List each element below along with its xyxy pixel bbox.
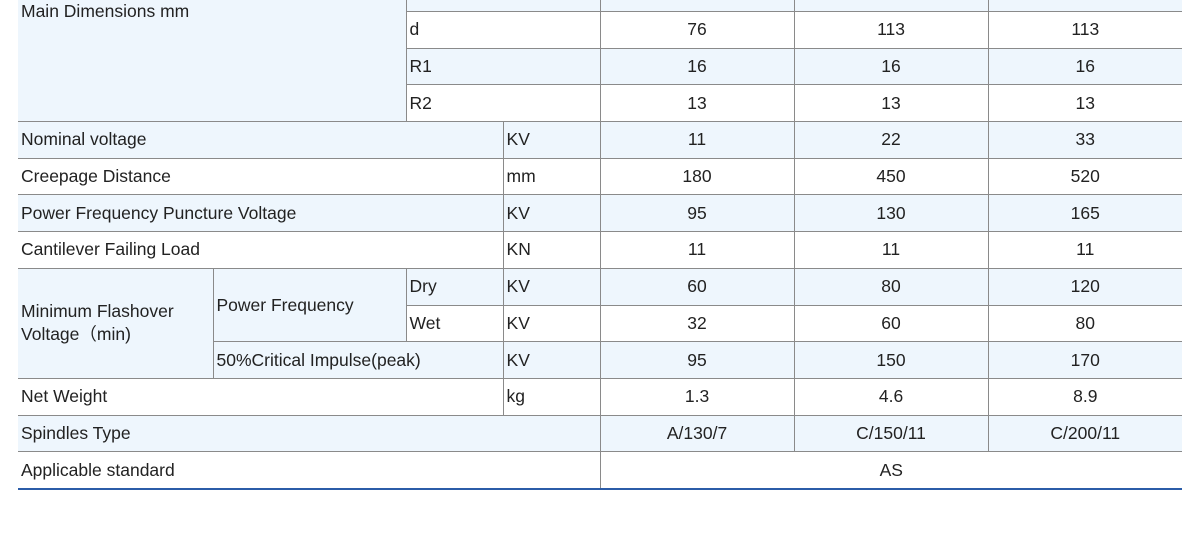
table-row: Net Weight kg 1.3 4.6 8.9 (18, 377, 1183, 416)
table-row: 50%Critical Impulse(peak) KV 95 150 170 (18, 341, 1183, 379)
table-row: Main Dimensions mm (18, 0, 1183, 123)
cell: 11 (987, 231, 1183, 269)
cell: 130 (793, 194, 989, 233)
cell: 13 (793, 84, 989, 123)
row-label: d (406, 11, 601, 49)
cell: C/150/11 (793, 414, 989, 453)
cell: 8.9 (987, 377, 1183, 416)
unit: kg (502, 377, 601, 416)
cell: 60 (793, 304, 989, 343)
cell: 11 (599, 121, 795, 159)
cell: 95 (599, 341, 795, 379)
row-label: Nominal voltage (18, 121, 504, 159)
unit: KV (502, 194, 601, 233)
row-label: Creepage Distance (18, 157, 504, 196)
cell: AS (599, 451, 1183, 490)
table-row: Creepage Distance mm 180 450 520 (18, 157, 1183, 196)
cell: 120 (987, 267, 1183, 306)
cell: 16 (987, 47, 1183, 86)
cell: 76 (599, 11, 795, 49)
unit: KV (502, 121, 601, 159)
cell: 113 (987, 11, 1183, 49)
cell: 13 (987, 84, 1183, 123)
row-label: Applicable standard (18, 451, 601, 490)
row-label: Dry (405, 267, 504, 306)
cell: 11 (599, 231, 795, 269)
row-label: Net Weight (18, 377, 504, 416)
power-frequency-label: Power Frequency (212, 267, 407, 343)
row-label: Spindles Type (18, 414, 601, 453)
cell: 80 (987, 304, 1183, 343)
cell: C/200/11 (987, 414, 1183, 453)
table-row: Cantilever Failing Load KN 11 11 11 (18, 231, 1183, 269)
cell: 22 (793, 121, 989, 159)
row-label: Cantilever Failing Load (18, 231, 504, 269)
cell: 95 (599, 194, 795, 233)
cell: 113 (793, 11, 989, 49)
unit: KN (502, 231, 601, 269)
row-label: Wet (406, 304, 504, 343)
cell: 16 (599, 47, 795, 86)
cell: 520 (987, 157, 1183, 196)
cell: 180 (599, 157, 795, 196)
cell: 165 (987, 194, 1183, 233)
table-row: Wet KV 32 60 80 (18, 304, 1183, 343)
cell: A/130/7 (599, 414, 795, 453)
table-row: R2 13 13 13 (18, 84, 1183, 123)
row-label: 50%Critical Impulse(peak) (213, 341, 504, 379)
main-dimensions-label: Main Dimensions mm (18, 0, 407, 123)
table-row: Power Frequency Puncture Voltage KV 95 1… (18, 194, 1183, 233)
cell: 1.3 (599, 377, 795, 416)
unit: KV (502, 341, 601, 379)
table-row: Nominal voltage KV 11 22 33 (18, 121, 1183, 159)
cell: 450 (793, 157, 989, 196)
cell: 80 (793, 267, 989, 306)
table-row: d 76 113 113 (18, 11, 1183, 49)
unit: mm (502, 157, 601, 196)
cell: 4.6 (793, 377, 989, 416)
row-label: R2 (406, 84, 601, 123)
table-row: Applicable standard AS (18, 451, 1183, 490)
table-row: Minimum Flashover Voltage（min) Power Fre… (18, 267, 1183, 379)
cell: 170 (987, 341, 1183, 379)
cell: 60 (599, 267, 795, 306)
flashover-label: Minimum Flashover Voltage（min) (18, 267, 214, 379)
cell: 11 (793, 231, 989, 269)
cell: 16 (793, 47, 989, 86)
row-label: R1 (406, 47, 601, 86)
cell: 33 (987, 121, 1183, 159)
spec-table: Main Dimensions mm d 76 113 113 R1 16 16… (18, 0, 1183, 490)
cell: 13 (599, 84, 795, 123)
row-label: Power Frequency Puncture Voltage (18, 194, 504, 233)
unit: KV (502, 304, 601, 343)
unit: KV (502, 267, 601, 306)
cell: 150 (793, 341, 989, 379)
table-row: Spindles Type A/130/7 C/150/11 C/200/11 (18, 414, 1183, 453)
cell: 32 (599, 304, 795, 343)
